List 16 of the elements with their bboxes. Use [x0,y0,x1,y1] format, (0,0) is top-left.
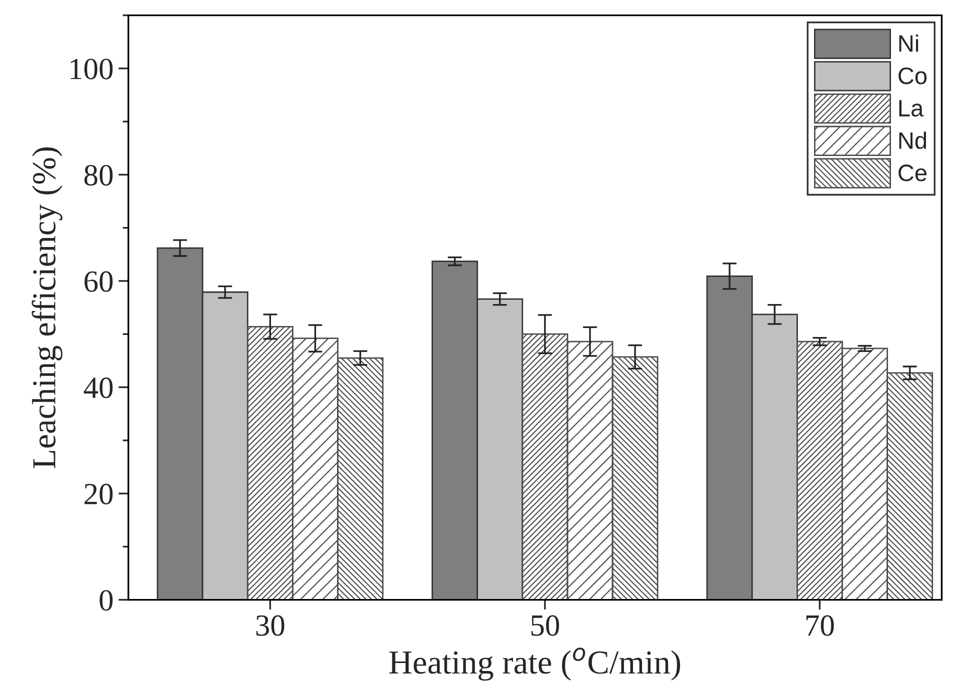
y-tick-label: 40 [84,378,113,398]
legend-label: La [899,100,924,117]
legend-label: Ni [899,34,918,52]
x-axis-title: Heating rate ($^{o}$C/min) [389,648,680,681]
legend-label: Nd [899,132,926,149]
y-tick-label: 0 [100,590,113,611]
y-tick-label: 60 [84,271,113,292]
legend-label: Ce [898,164,926,182]
y-tick-label: 20 [84,484,113,504]
y-axis-title: Leaching efficiency (%) [32,147,62,468]
x-tick-label: 70 [806,615,834,636]
y-tick-label: 100 [70,58,113,80]
x-tick-label: 30 [256,615,284,636]
x-tick-label: 50 [531,615,560,636]
y-tick-label: 80 [84,164,113,186]
legend-label: Co [898,68,927,84]
